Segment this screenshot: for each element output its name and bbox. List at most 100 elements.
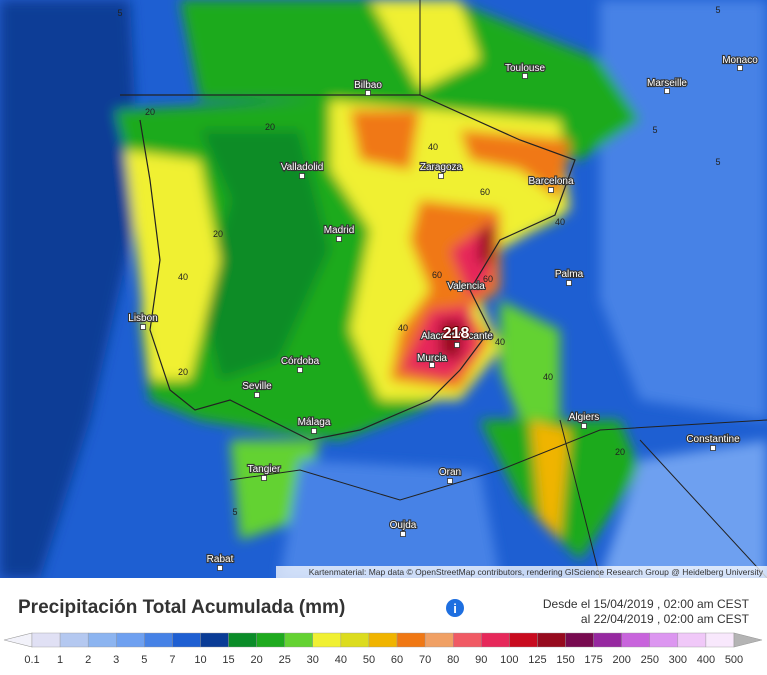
city-label: Constantine bbox=[686, 434, 740, 445]
scale-segment bbox=[593, 632, 622, 648]
city-dot bbox=[400, 531, 406, 537]
scale-segment bbox=[312, 632, 342, 648]
scale-segment bbox=[453, 632, 482, 648]
city-label: Rabat bbox=[207, 554, 234, 565]
contour-label: 40 bbox=[178, 272, 188, 282]
scale-segment bbox=[200, 632, 229, 648]
city-label: Valencia bbox=[447, 281, 485, 292]
borders bbox=[229, 0, 767, 578]
info-icon[interactable] bbox=[446, 599, 464, 617]
scale-label: 150 bbox=[556, 654, 574, 666]
rain-field bbox=[0, 0, 767, 578]
scale-segment bbox=[565, 632, 594, 648]
city-label: Monaco bbox=[722, 55, 758, 66]
city-label: Lisbon bbox=[128, 313, 157, 324]
city-label: Marseille bbox=[647, 78, 687, 89]
city-dot bbox=[737, 65, 743, 71]
scale-label: 175 bbox=[584, 654, 602, 666]
date-to: al 22/04/2019 , 02:00 am CEST bbox=[581, 612, 750, 626]
city-dot bbox=[522, 73, 528, 79]
city-dot bbox=[336, 236, 342, 242]
scale-label: 10 bbox=[194, 654, 206, 666]
contour-label: 60 bbox=[480, 187, 490, 197]
city-dot bbox=[254, 392, 260, 398]
city-dot bbox=[311, 428, 317, 434]
legend-title: Precipitación Total Acumulada (mm) bbox=[18, 597, 345, 618]
scale-label: 3 bbox=[113, 654, 119, 666]
contour-label: 20 bbox=[265, 122, 275, 132]
city-label: Valladolid bbox=[281, 162, 324, 173]
contour-label: 40 bbox=[398, 323, 408, 333]
city-dot bbox=[261, 475, 267, 481]
info-glyph: i bbox=[453, 601, 457, 616]
scale-label: 5 bbox=[141, 654, 147, 666]
city-dot bbox=[664, 88, 670, 94]
scale-segment bbox=[59, 632, 89, 648]
scale-segment bbox=[31, 632, 61, 648]
scale-label: 100 bbox=[500, 654, 518, 666]
city-label: Algiers bbox=[569, 412, 600, 423]
city-dot bbox=[454, 342, 460, 348]
city-label: Bilbao bbox=[354, 80, 382, 91]
scale-segment bbox=[621, 632, 650, 648]
scale-segment bbox=[677, 632, 707, 648]
city-dot bbox=[365, 90, 371, 96]
scale-label: 30 bbox=[307, 654, 319, 666]
contour-label: 60 bbox=[483, 274, 493, 284]
city-dot bbox=[297, 367, 303, 373]
scale-label: 500 bbox=[725, 654, 743, 666]
contour-label: 60 bbox=[432, 270, 442, 280]
scale-segment bbox=[509, 632, 538, 648]
scale-segment bbox=[340, 632, 370, 648]
city-label: Alacant/Alicante bbox=[421, 331, 493, 342]
city-dot bbox=[457, 286, 463, 292]
iberia-outline bbox=[120, 94, 576, 441]
scale-label: 90 bbox=[475, 654, 487, 666]
scale-segment bbox=[256, 632, 285, 648]
scale-segment bbox=[284, 632, 314, 648]
scale-label: 200 bbox=[613, 654, 631, 666]
precipitation-map: Bilbao Toulouse Marseille Monaco Valladolid Z… bbox=[0, 0, 767, 578]
scale-label: 0.1 bbox=[24, 654, 39, 666]
scale-segment bbox=[396, 632, 426, 648]
city-label: Toulouse bbox=[505, 63, 545, 74]
contour-label: 20 bbox=[145, 107, 155, 117]
city-label: Oran bbox=[439, 467, 461, 478]
scale-segment bbox=[144, 632, 173, 648]
scale-segment bbox=[424, 632, 454, 648]
city-label: Córdoba bbox=[281, 356, 320, 367]
scale-segment bbox=[116, 632, 145, 648]
scale-label: 300 bbox=[669, 654, 687, 666]
scale-segment bbox=[705, 632, 735, 648]
legend: Precipitación Total Acumulada (mm) i Des… bbox=[3, 597, 763, 666]
scale-segment bbox=[228, 632, 257, 648]
scale-label: 400 bbox=[697, 654, 715, 666]
city-dot bbox=[140, 324, 146, 330]
scale-label: 25 bbox=[279, 654, 291, 666]
color-scale: 0.1 1 2 3 5 7 10 15 20 25 30 40 50 60 70 80 90 100 125 150 1… bbox=[3, 632, 763, 666]
contour-label: 20 bbox=[178, 367, 188, 377]
scale-segment bbox=[172, 632, 201, 648]
city-label: Oujda bbox=[390, 520, 417, 531]
city-dot bbox=[548, 187, 554, 193]
scale-arrow-low bbox=[3, 632, 33, 648]
attribution-bg bbox=[276, 566, 767, 578]
scale-segment bbox=[649, 632, 679, 648]
scale-label: 250 bbox=[641, 654, 659, 666]
city-label: Barcelona bbox=[528, 176, 573, 187]
contour-label: 40 bbox=[543, 372, 553, 382]
contour-label: 40 bbox=[555, 217, 565, 227]
attribution: Kartenmaterial: Map data © OpenStreetMap… bbox=[309, 567, 764, 577]
scale-label: 20 bbox=[251, 654, 263, 666]
scale-label: 50 bbox=[363, 654, 375, 666]
city-dot bbox=[438, 173, 444, 179]
scale-segment bbox=[537, 632, 566, 648]
scale-segment bbox=[87, 632, 117, 648]
scale-label: 40 bbox=[335, 654, 347, 666]
contour-label: 20 bbox=[213, 229, 223, 239]
city-label: Tangier bbox=[248, 464, 281, 475]
city-dot bbox=[299, 173, 305, 179]
city-label: Málaga bbox=[298, 417, 331, 428]
contour-label: 40 bbox=[428, 142, 438, 152]
contour-label: 5 bbox=[715, 5, 720, 15]
